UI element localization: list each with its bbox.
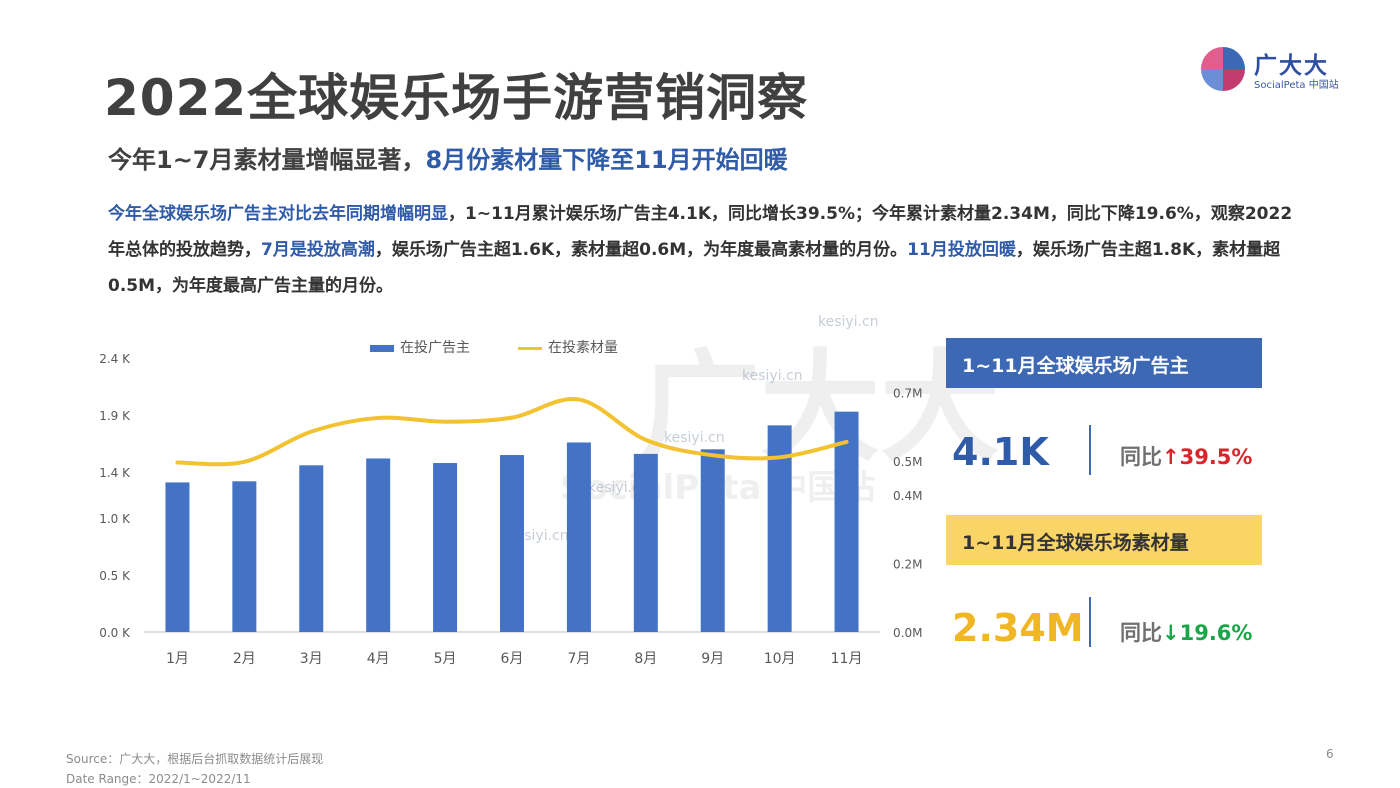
subtitle-part1: 今年1~7月素材量增幅显著， xyxy=(108,146,426,174)
bar xyxy=(433,463,458,632)
brand-logo: 广大大 SocialPeta 中国站 xyxy=(1198,44,1348,94)
divider xyxy=(1089,425,1091,475)
yoy-value: 19.6% xyxy=(1179,621,1253,645)
x-tick-label: 9月 xyxy=(701,651,724,667)
bar xyxy=(299,465,324,632)
y-right-tick-label: 0.2M xyxy=(893,558,922,572)
stat-header-advertisers: 1~11月全球娱乐场广告主 xyxy=(946,338,1262,388)
bar xyxy=(633,453,658,632)
y-left-tick-label: 2.4 K xyxy=(99,352,131,366)
bar xyxy=(566,442,591,632)
y-left-tick-label: 0.0 K xyxy=(99,626,131,640)
desc-text-1: ，1~11月累计娱乐场广告主4.1K，同比增长39.5%；今年累计素材量2.34… xyxy=(108,204,1293,260)
bar xyxy=(232,481,257,632)
x-tick-label: 5月 xyxy=(434,651,457,667)
stat-value-creatives: 2.34M xyxy=(952,606,1084,650)
desc-highlight-3: 11月投放回暖 xyxy=(907,240,1016,260)
yoy-value: 39.5% xyxy=(1179,445,1253,469)
legend-item-bars: 在投广告主 xyxy=(370,337,470,357)
page-number: 6 xyxy=(1326,747,1334,761)
bar xyxy=(834,411,859,632)
x-tick-label: 10月 xyxy=(764,651,796,667)
x-tick-label: 7月 xyxy=(567,651,590,667)
x-tick-label: 4月 xyxy=(367,651,390,667)
x-tick-label: 8月 xyxy=(634,651,657,667)
stat-header-creatives: 1~11月全球娱乐场素材量 xyxy=(946,515,1262,565)
arrow-up-icon: ↑ xyxy=(1162,445,1180,469)
logo-name: 广大大 xyxy=(1254,53,1329,79)
yoy-advertisers: 同比↑39.5% xyxy=(1120,441,1252,471)
bar xyxy=(366,458,391,632)
y-left-tick-label: 1.0 K xyxy=(99,512,131,526)
x-tick-label: 6月 xyxy=(501,651,524,667)
stat-label: 1~11月全球娱乐场素材量 xyxy=(962,532,1189,554)
legend-label: 在投素材量 xyxy=(548,340,618,356)
page-title: 2022全球娱乐场手游营销洞察 xyxy=(104,69,809,127)
bar xyxy=(500,455,524,632)
y-left-tick-label: 1.9 K xyxy=(99,409,131,423)
logo-icon xyxy=(1201,47,1245,91)
desc-highlight-1: 今年全球娱乐场广告主对比去年同期增幅明显 xyxy=(108,204,448,224)
desc-text-2: ，娱乐场广告主超1.6K，素材量超0.6M，为年度最高素材量的月份。 xyxy=(374,240,908,260)
stat-label: 1~11月全球娱乐场广告主 xyxy=(962,355,1189,377)
bar xyxy=(700,449,725,632)
y-right-tick-label: 0.0M xyxy=(893,626,922,640)
arrow-down-icon: ↓ xyxy=(1162,621,1180,645)
y-right-tick-label: 0.7M xyxy=(893,386,922,400)
legend-label: 在投广告主 xyxy=(400,340,470,356)
series-line xyxy=(175,396,849,467)
description-paragraph: 今年全球娱乐场广告主对比去年同期增幅明显，1~11月累计娱乐场广告主4.1K，同… xyxy=(108,196,1298,304)
x-tick-label: 1月 xyxy=(166,651,189,667)
legend-item-line: 在投素材量 xyxy=(518,337,618,357)
desc-text-3: ，娱乐场广告主超1.8K，素材量超0.5M，为年度最高广告主量的月份。 xyxy=(108,240,1281,296)
yoy-label: 同比 xyxy=(1120,621,1162,645)
yoy-creatives: 同比↓19.6% xyxy=(1120,617,1252,647)
legend-swatch-line xyxy=(518,346,542,350)
yoy-label: 同比 xyxy=(1120,445,1162,469)
y-left-tick-label: 1.4 K xyxy=(99,466,131,480)
x-tick-label: 3月 xyxy=(300,651,323,667)
subtitle-part2: 8月份素材量下降至11月开始回暖 xyxy=(425,146,788,174)
source-note: Source：广大大，根据后台抓取数据统计后展现 xyxy=(66,752,324,766)
stat-value-advertisers: 4.1K xyxy=(952,430,1049,474)
y-right-tick-label: 0.4M xyxy=(893,489,922,503)
y-left-tick-label: 0.5 K xyxy=(99,569,131,583)
legend-swatch-bar xyxy=(370,344,394,352)
bar xyxy=(165,482,190,632)
x-tick-label: 2月 xyxy=(233,651,256,667)
page-subtitle: 今年1~7月素材量增幅显著，8月份素材量下降至11月开始回暖 xyxy=(108,140,788,175)
date-range-note: Date Range：2022/1~2022/11 xyxy=(66,772,251,786)
x-tick-label: 11月 xyxy=(831,651,863,667)
divider xyxy=(1089,597,1091,647)
desc-highlight-2: 7月是投放高潮 xyxy=(261,240,375,260)
logo-subtitle: SocialPeta 中国站 xyxy=(1254,80,1339,91)
y-right-tick-label: 0.5M xyxy=(893,455,922,469)
